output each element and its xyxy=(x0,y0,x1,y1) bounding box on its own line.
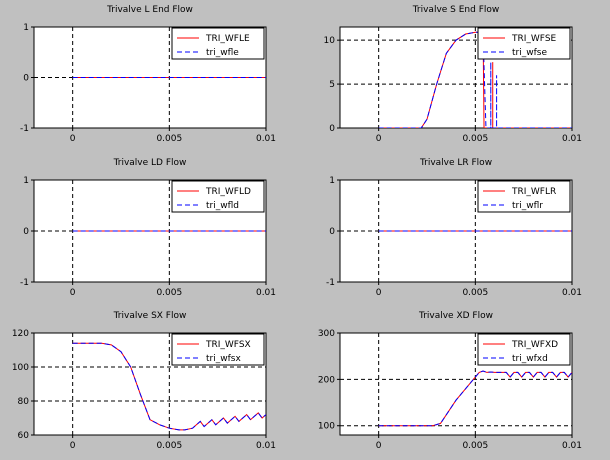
series-line-tri_wfxd xyxy=(378,370,572,427)
x-tick-label: 0.005 xyxy=(462,134,488,144)
x-tick-label: 0.01 xyxy=(256,134,276,144)
y-tick-label: 1 xyxy=(329,176,335,186)
x-tick-label: 0 xyxy=(376,288,382,298)
legend: TRI_WFLE tri_wfle xyxy=(171,27,265,60)
x-tick-label: 0.01 xyxy=(562,288,582,298)
y-tick-label: 0 xyxy=(329,227,335,237)
x-tick-label: 0 xyxy=(70,288,76,298)
chart-panel-5: Trivalve SX Flow 0 0.005 0.01 60 80 100 120 TRI_… xyxy=(12,311,276,451)
legend-label: tri_wfle xyxy=(206,48,239,58)
series-group xyxy=(378,370,572,427)
y-tick-label: 200 xyxy=(318,375,335,385)
series-line-tri_wfsx xyxy=(72,342,266,431)
y-tick-label: 120 xyxy=(12,329,29,339)
chart-title: Trivalve LR Flow xyxy=(419,158,492,168)
y-tick-label: 0 xyxy=(23,227,29,237)
x-tick-label: 0.01 xyxy=(562,441,582,451)
x-tick-label: 0.01 xyxy=(256,441,276,451)
y-tick-label: 100 xyxy=(12,363,29,373)
x-tick-label: 0.005 xyxy=(462,441,488,451)
x-tick-label: 0.01 xyxy=(256,288,276,298)
x-tick-label: 0.01 xyxy=(562,134,582,144)
legend-box xyxy=(171,180,265,213)
y-tick-label: 100 xyxy=(318,422,335,432)
x-tick-label: 0 xyxy=(70,134,76,144)
chart-panel-3: Trivalve LD Flow 0 0.005 0.01 -1 0 1 TRI_WFLDtr… xyxy=(20,158,276,298)
y-tick-label: 1 xyxy=(23,176,29,186)
legend-box xyxy=(171,27,265,60)
x-tick-label: 0.005 xyxy=(156,134,182,144)
legend: TRI_WFLD tri_wfld xyxy=(171,180,265,213)
legend-label: TRI_WFSE xyxy=(511,34,557,44)
legend-box xyxy=(477,180,571,213)
legend-box xyxy=(477,27,571,60)
legend-label: tri_wflr xyxy=(512,201,543,211)
chart-title: Trivalve LD Flow xyxy=(113,158,187,168)
legend-label: TRI_WFSX xyxy=(205,340,251,350)
y-tick-label: 60 xyxy=(18,431,30,441)
legend-label: TRI_WFXD xyxy=(511,340,558,350)
legend-label: tri_wfxd xyxy=(512,354,548,364)
y-tick-label: 0 xyxy=(23,74,29,84)
chart-title: Trivalve S End Flow xyxy=(412,5,500,15)
legend-box xyxy=(477,333,571,366)
legend-label: TRI_WFLD xyxy=(205,187,251,197)
legend: TRI_WFSE tri_wfse xyxy=(477,27,571,60)
x-tick-label: 0.005 xyxy=(156,441,182,451)
legend: TRI_WFLR tri_wflr xyxy=(477,180,571,213)
legend-box xyxy=(171,333,265,366)
x-tick-label: 0 xyxy=(376,134,382,144)
legend-label: TRI_WFLE xyxy=(205,34,250,44)
x-tick-label: 0 xyxy=(376,441,382,451)
chart-title: Trivalve SX Flow xyxy=(113,311,187,321)
chart-panel-6: Trivalve XD Flow 0 0.005 0.01 100 200 300 TRI_W… xyxy=(318,311,582,451)
legend-label: tri_wfsx xyxy=(206,354,241,364)
y-tick-label: 300 xyxy=(318,329,335,339)
chart-panel-4: Trivalve LR Flow 0 0.005 0.01 -1 0 1 TRI_WFLRtr… xyxy=(326,158,582,298)
y-tick-label: 80 xyxy=(18,397,30,407)
series-group xyxy=(72,342,266,431)
y-tick-label: 10 xyxy=(324,36,336,46)
legend: TRI_WFSX tri_wfsx xyxy=(171,333,265,366)
y-tick-label: 1 xyxy=(23,23,29,33)
x-tick-label: 0.005 xyxy=(462,288,488,298)
y-tick-label: 5 xyxy=(329,80,335,90)
y-tick-label: -1 xyxy=(326,278,335,288)
y-tick-label: -1 xyxy=(20,278,29,288)
legend: TRI_WFXD tri_wfxd xyxy=(477,333,571,366)
x-tick-label: 0 xyxy=(70,441,76,451)
chart-title: Trivalve L End Flow xyxy=(106,5,193,15)
chart-title: Trivalve XD Flow xyxy=(418,311,493,321)
chart-panel-1: Trivalve L End Flow 0 0.005 0.01 -1 0 1 TRI_WFL… xyxy=(20,5,276,144)
y-tick-label: -1 xyxy=(20,124,29,134)
legend-label: tri_wfld xyxy=(206,201,239,211)
chart-panel-2: Trivalve S End Flow 0 0.005 0.01 0 5 10 TRI_WFS… xyxy=(324,5,582,144)
x-tick-label: 0.005 xyxy=(156,288,182,298)
legend-label: tri_wfse xyxy=(512,48,547,58)
y-tick-label: 0 xyxy=(329,124,335,134)
legend-label: TRI_WFLR xyxy=(511,187,556,197)
